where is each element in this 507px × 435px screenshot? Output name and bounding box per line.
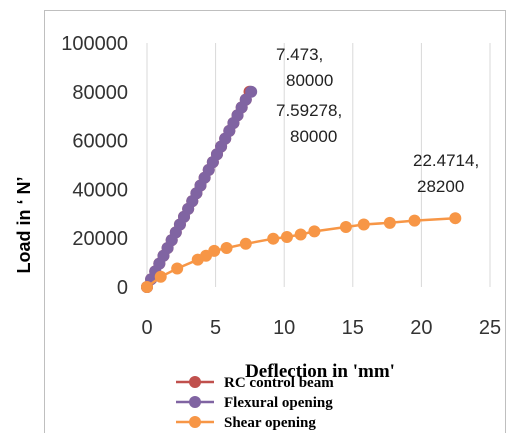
x-tick-label: 20 xyxy=(410,317,432,339)
x-tick-label: 15 xyxy=(342,317,364,339)
series-point-2 xyxy=(449,212,462,225)
x-tick-label: 0 xyxy=(141,317,152,339)
series-layer xyxy=(141,85,462,293)
series-point-2 xyxy=(357,218,370,231)
data-label: 22.4714, xyxy=(413,151,479,170)
y-axis-label: Load in ‘ N’ xyxy=(14,177,34,274)
legend: RC control beam Flexural opening Shear ope… xyxy=(176,375,334,431)
y-tick-label: 40000 xyxy=(72,179,128,201)
data-label: 80000 xyxy=(290,127,337,146)
data-label: 80000 xyxy=(286,71,333,90)
y-tick-label: 80000 xyxy=(72,82,128,104)
series-point-2 xyxy=(280,230,293,243)
legend-label: RC control beam xyxy=(224,375,334,391)
legend-label: Flexural opening xyxy=(224,395,333,411)
x-tick-label: 10 xyxy=(273,317,295,339)
x-tick-labels: 0 5 10 15 20 25 xyxy=(141,317,501,339)
series-point-2 xyxy=(208,244,221,257)
y-tick-label: 20000 xyxy=(72,228,128,250)
series-point-2 xyxy=(308,225,321,238)
y-tick-labels: 0 20000 40000 60000 80000 100000 xyxy=(61,33,128,299)
y-tick-label: 100000 xyxy=(61,33,128,55)
series-point-2 xyxy=(239,237,252,250)
y-tick-label: 0 xyxy=(117,277,128,299)
legend-marker xyxy=(189,396,201,408)
series-point-2 xyxy=(267,232,280,245)
x-tick-label: 5 xyxy=(210,317,221,339)
series-point-2 xyxy=(383,216,396,229)
legend-marker xyxy=(189,416,201,428)
data-label: 28200 xyxy=(417,177,464,196)
series-point-2 xyxy=(171,262,184,275)
data-label: 7.59278, xyxy=(276,101,342,120)
y-tick-label: 60000 xyxy=(72,131,128,153)
series-line-2 xyxy=(146,216,456,289)
series-point-1 xyxy=(245,85,258,98)
legend-label: Shear opening xyxy=(224,415,316,431)
series-point-2 xyxy=(220,241,233,254)
x-axis-label: Deflection in 'mm' xyxy=(245,361,395,382)
data-label: 7.473, xyxy=(276,45,323,64)
series-point-2 xyxy=(339,220,352,233)
series-point-2 xyxy=(294,228,307,241)
x-tick-label: 25 xyxy=(479,317,501,339)
data-label-layer: 7.473, 80000 7.59278, 80000 22.4714, 28200 xyxy=(276,45,479,196)
series-point-2 xyxy=(154,270,167,283)
series-point-2 xyxy=(408,214,421,227)
legend-marker xyxy=(189,376,201,388)
chart-frame xyxy=(44,10,506,433)
series-point-2 xyxy=(141,281,153,293)
